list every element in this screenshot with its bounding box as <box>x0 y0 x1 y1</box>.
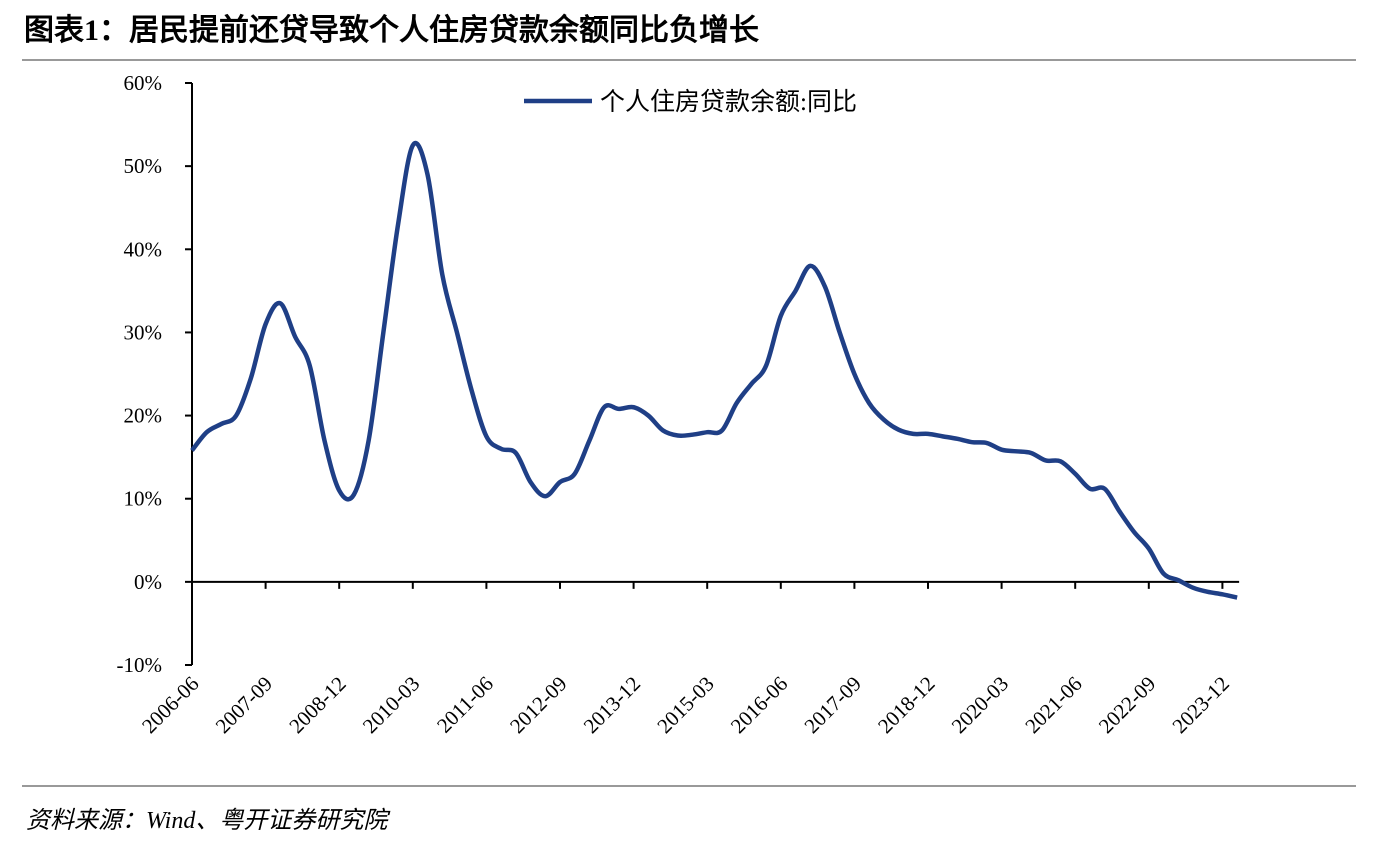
x-tick-label: 2012-09 <box>505 672 571 738</box>
legend-label: 个人住房贷款余额:同比 <box>600 88 857 116</box>
source-note: 资料来源：Wind、粤开证券研究院 <box>26 807 391 834</box>
x-tick-label: 2015-03 <box>652 672 718 738</box>
y-tick-label: 50% <box>124 154 163 178</box>
y-tick-label: 40% <box>124 237 163 261</box>
x-tick-label: 2013-12 <box>579 672 645 738</box>
x-tick-label: 2008-12 <box>284 672 350 738</box>
x-tick-label: 2020-03 <box>947 672 1013 738</box>
x-tick-label: 2017-09 <box>799 672 865 738</box>
series-line <box>190 141 1238 600</box>
x-tick-label: 2011-06 <box>432 672 498 738</box>
x-tick-label: 2022-09 <box>1094 672 1160 738</box>
y-tick-label: 30% <box>124 320 163 344</box>
y-tick-label: 20% <box>124 404 163 428</box>
y-tick-label: 60% <box>124 71 163 95</box>
x-tick-label: 2007-09 <box>211 672 277 738</box>
y-tick-label: 10% <box>124 487 163 511</box>
x-tick-label: 2010-03 <box>358 672 424 738</box>
y-tick-label: -10% <box>117 653 163 677</box>
x-tick-label: 2023-12 <box>1167 672 1233 738</box>
x-tick-label: 2016-06 <box>726 672 792 738</box>
chart-title: 图表1：居民提前还贷导致个人住房贷款余额同比负增长 <box>24 13 759 47</box>
x-tick-label: 2018-12 <box>873 672 939 738</box>
y-tick-label: 0% <box>134 570 162 594</box>
x-tick-label: 2006-06 <box>137 672 203 738</box>
x-tick-label: 2021-06 <box>1020 672 1086 738</box>
